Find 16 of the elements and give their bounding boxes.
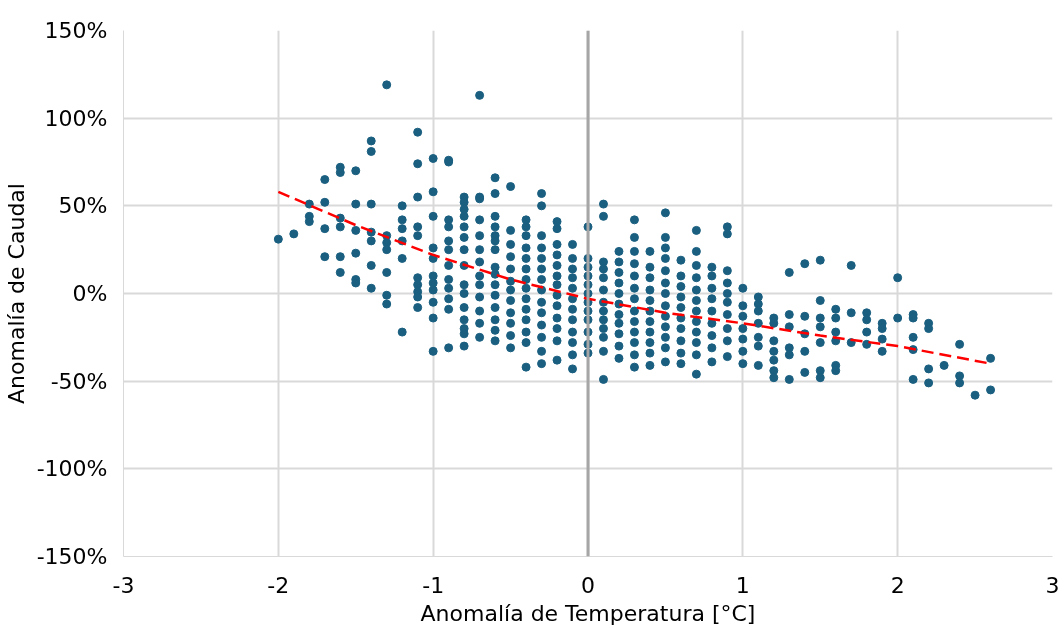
x-tick-label: -2 <box>267 572 290 598</box>
x-tick-label: -3 <box>112 572 135 598</box>
x-tick-label: 0 <box>581 572 595 598</box>
y-tick-label: -50% <box>50 368 108 394</box>
x-tick-label: 2 <box>890 572 905 598</box>
y-axis-title: Anomalía de Caudal <box>3 183 29 404</box>
x-tick-label: -1 <box>422 572 445 598</box>
y-tick-label: 100% <box>44 105 108 131</box>
x-axis-title: Anomalía de Temperatura [°C] <box>420 600 756 626</box>
y-tick-label: 0% <box>72 281 108 306</box>
y-tick-label: -100% <box>36 456 108 482</box>
y-tick-label: -150% <box>36 544 108 569</box>
y-tick-label: 150% <box>44 18 108 43</box>
y-tick-label: 50% <box>58 193 108 219</box>
x-tick-label: 3 <box>1045 572 1060 598</box>
x-tick-label: 1 <box>735 572 750 598</box>
